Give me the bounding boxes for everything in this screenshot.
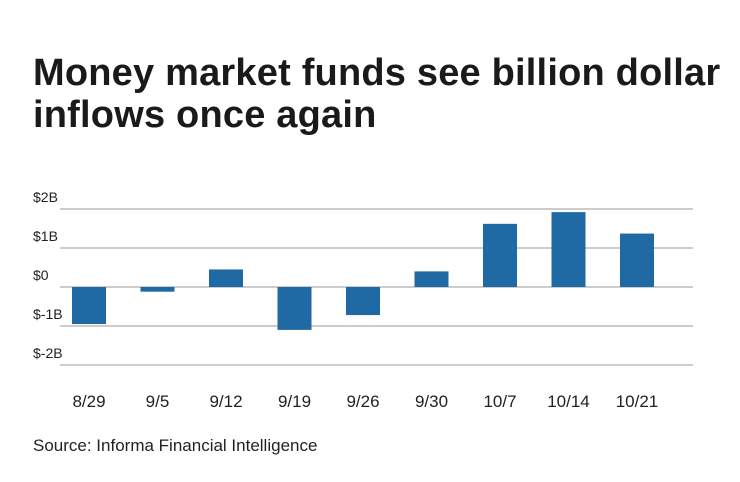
x-axis-labels: 8/29 9/5 9/12 9/19 9/26 9/30 10/7 10/14 10/21: [72, 392, 658, 411]
y-tick-label: $2B: [33, 189, 58, 205]
x-tick-label: 10/14: [547, 392, 590, 411]
x-tick-label: 9/12: [209, 392, 242, 411]
bar-9-19: [277, 287, 312, 330]
x-tick-label: 10/7: [483, 392, 516, 411]
bar-8-29: [72, 287, 106, 325]
x-tick-label: 10/21: [616, 392, 659, 411]
y-tick-label: $1B: [33, 228, 58, 244]
bar-10-14: [551, 212, 586, 287]
y-tick-label: $0: [33, 267, 49, 283]
bar-9-12: [209, 269, 243, 287]
source-note: Source: Informa Financial Intelligence: [33, 436, 318, 455]
y-tick-label: $-1B: [33, 306, 63, 322]
x-tick-label: 9/19: [278, 392, 311, 411]
bars: [72, 212, 654, 330]
y-tick-label: $-2B: [33, 345, 63, 361]
bar-10-21: [620, 233, 654, 287]
bar-10-7: [483, 223, 517, 287]
bar-9-30: [414, 271, 449, 287]
chart-title: Money market funds see billion dollar in…: [33, 52, 721, 136]
x-tick-label: 9/26: [346, 392, 379, 411]
bar-9-26: [346, 287, 380, 316]
x-tick-label: 9/30: [415, 392, 448, 411]
bar-9-5: [140, 287, 175, 292]
y-axis-labels: $2B $1B $0 $-1B $-2B: [33, 189, 63, 361]
x-tick-label: 8/29: [72, 392, 105, 411]
x-tick-label: 9/5: [146, 392, 170, 411]
